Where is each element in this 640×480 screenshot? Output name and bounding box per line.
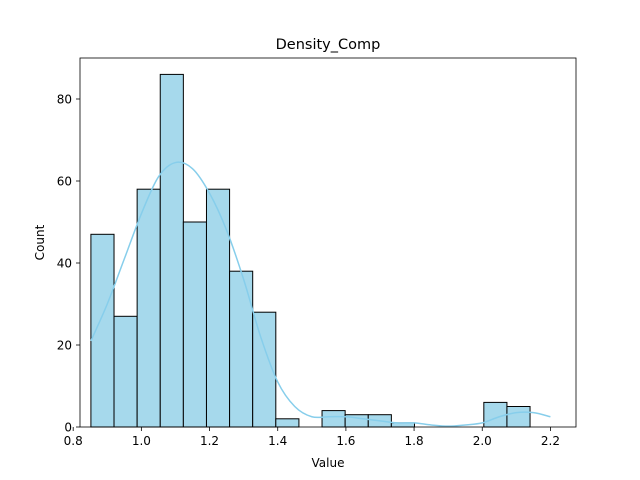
x-tick-label: 2.0 [473,434,492,448]
x-axis: 0.8 1.0 1.2 1.4 1.6 1.8 2.0 2.2 [64,427,560,448]
y-tick-label: 20 [57,339,72,353]
chart-title: Density_Comp [276,37,381,53]
x-tick-label: 1.8 [405,434,424,448]
histogram-bar [159,73,184,428]
y-tick-label: 80 [57,93,72,107]
histogram-bar [321,410,346,428]
x-tick-label: 1.6 [336,434,355,448]
y-tick-label: 0 [64,421,72,435]
x-axis-label: Value [312,456,345,470]
y-tick-label: 40 [57,257,72,271]
y-axis-label: Count [33,224,47,260]
histogram-bar [136,188,161,428]
y-axis: 0 20 40 60 80 [57,93,80,435]
histogram-bar [229,270,254,428]
histogram-bar [483,401,508,428]
histogram-bar [113,315,138,428]
histogram-bar [90,233,115,428]
x-tick-label: 0.8 [64,434,83,448]
x-tick-label: 2.2 [541,434,560,448]
plot-frame [79,57,577,428]
x-tick-label: 1.2 [200,434,219,448]
y-tick-label: 60 [57,175,72,189]
histogram-bar [182,221,207,428]
kde-curve [90,161,551,427]
x-tick-label: 1.4 [268,434,287,448]
histogram-bar [275,418,300,428]
histogram-bar [506,406,531,428]
x-tick-label: 1.0 [132,434,151,448]
histogram-bar [205,188,231,428]
